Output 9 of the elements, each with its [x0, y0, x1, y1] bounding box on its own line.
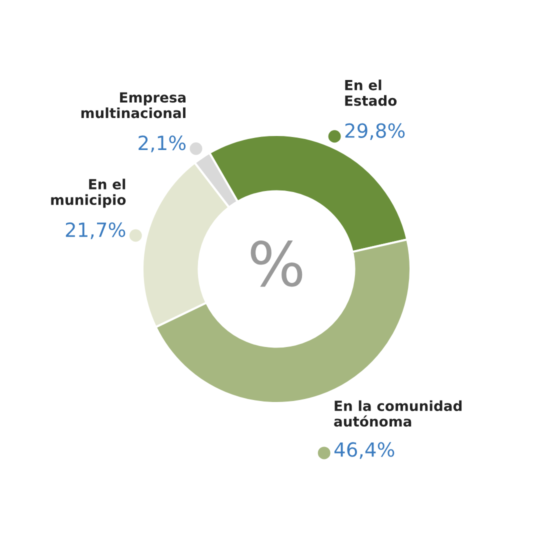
slice-label: Empresa multinacional: [81, 92, 186, 118]
data-label: 2,1%: [138, 136, 186, 152]
data-label: 46,4%: [334, 442, 394, 459]
slice-label: En el municipio: [51, 178, 126, 208]
slice-label: En la comunidad autónoma: [334, 400, 462, 427]
data-label: 21,7%: [66, 222, 126, 240]
text: %: [250, 240, 302, 287]
slice-label: En el Estado: [345, 80, 397, 106]
data-label: 29,8%: [345, 123, 405, 140]
